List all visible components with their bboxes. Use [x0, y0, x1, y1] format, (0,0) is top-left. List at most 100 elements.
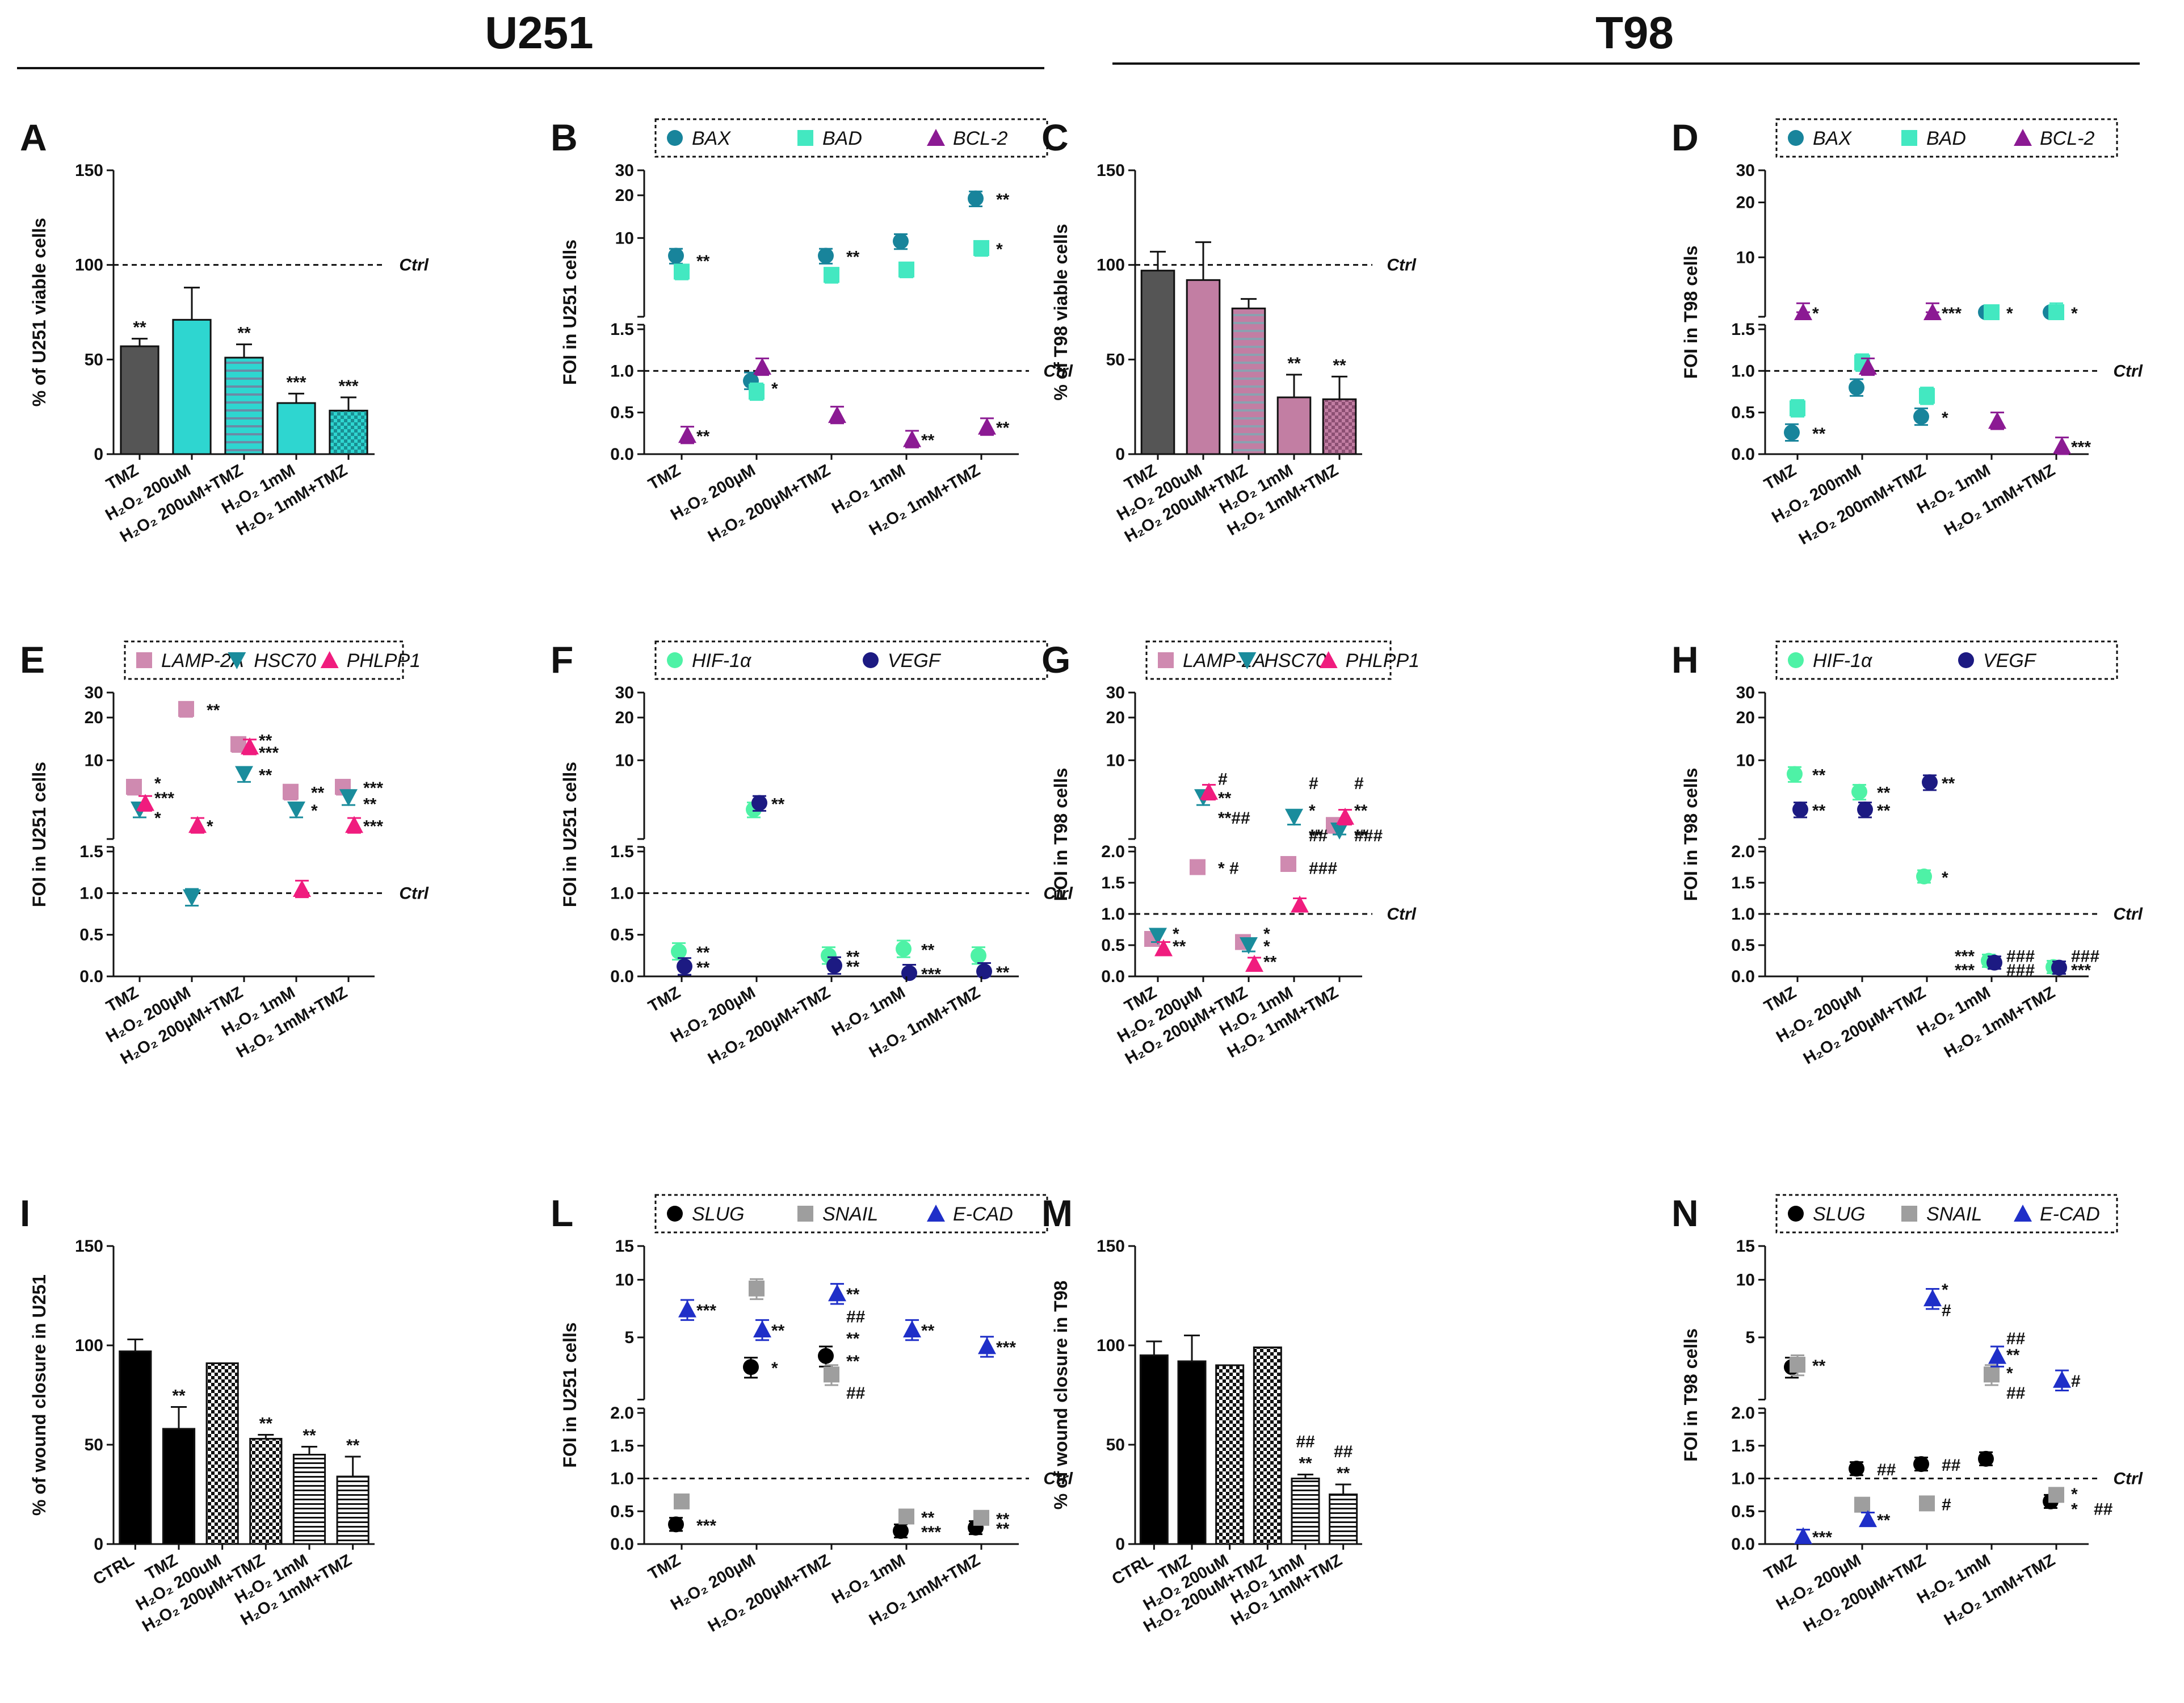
header-t98: T98: [1595, 7, 1674, 58]
x-tick-label: TMZ: [645, 983, 684, 1016]
data-point: [1851, 783, 1867, 800]
y-tick-label: 2.0: [1101, 842, 1125, 861]
significance-label: ###: [2071, 947, 2099, 966]
data-point: [1859, 358, 1877, 375]
significance-label: ***: [363, 817, 383, 836]
ctrl-label: Ctrl: [2113, 1470, 2143, 1488]
x-tick-label: H₂O₂ 200µM+TMZ: [705, 461, 834, 546]
significance-label: ***: [286, 373, 306, 392]
bar: [1177, 1360, 1207, 1545]
data-point: [818, 248, 834, 264]
data-point: [674, 1493, 690, 1509]
significance-label: ##: [846, 1384, 866, 1403]
data-point: [973, 240, 989, 256]
significance-label: **: [996, 1520, 1010, 1538]
y-axis-label: FOI in U251 cells: [29, 762, 49, 907]
significance-label: ***: [696, 1302, 716, 1320]
y-tick-label: 100: [1097, 1336, 1125, 1355]
bar: [119, 1350, 152, 1545]
data-point: [1788, 1206, 1804, 1222]
data-point: [927, 129, 945, 146]
legend-label: HSC70: [254, 650, 316, 672]
data-point: [749, 1280, 765, 1297]
legend-label: PHLPP1: [1346, 650, 1419, 672]
data-point: [1200, 782, 1218, 800]
bar: [329, 409, 368, 455]
data-point: [1986, 954, 2002, 971]
significance-label: **: [1263, 953, 1277, 972]
significance-label: **: [996, 419, 1010, 438]
data-point: [824, 267, 839, 283]
data-point: [1790, 400, 1805, 417]
y-tick-label: 2.0: [1731, 842, 1755, 861]
bar: [1329, 1494, 1358, 1545]
y-tick-label: 0.0: [1101, 967, 1125, 986]
panel-letter: N: [1671, 1192, 1699, 1234]
legend-label: HSC70: [1264, 650, 1326, 672]
ctrl-label: Ctrl: [1387, 256, 1416, 275]
x-tick-label: TMZ: [1761, 461, 1800, 494]
y-tick-label: 0.5: [610, 1502, 634, 1521]
x-tick-label: H₂O₂ 1mM+TMZ: [1941, 983, 2058, 1062]
y-tick-label: 5: [1745, 1328, 1755, 1347]
significance-label: *: [1942, 869, 1948, 887]
y-axis-label: FOI in T98 cells: [1681, 768, 1701, 901]
y-tick-label: 10: [615, 1270, 634, 1289]
significance-label: ##: [1877, 1461, 1896, 1479]
data-point: [1794, 1527, 1812, 1545]
bar: [224, 356, 264, 455]
data-point: [228, 652, 246, 669]
y-tick-label: 0.5: [79, 926, 103, 945]
panel-letter: G: [1041, 639, 1070, 681]
significance-label: *: [1942, 409, 1948, 427]
significance-label: **: [1942, 774, 1955, 793]
legend-label: SLUG: [692, 1203, 745, 1225]
y-tick-label: 1.0: [610, 362, 634, 380]
data-point: [1901, 130, 1917, 146]
data-point: [896, 941, 912, 957]
significance-label: **: [1877, 802, 1891, 820]
legend-box: [654, 118, 1048, 158]
data-point: [1849, 1461, 1864, 1477]
bar: [292, 1454, 326, 1545]
data-point: [1901, 1206, 1917, 1222]
significance-label: **: [237, 324, 251, 343]
data-point: [668, 1516, 684, 1533]
significance-label: ##: [2094, 1500, 2113, 1519]
significance-label: **: [1309, 827, 1322, 845]
legend-label: SNAIL: [1926, 1203, 1982, 1225]
data-point: [2053, 1370, 2071, 1388]
legend-box: [654, 640, 1048, 680]
legend-box: [1145, 640, 1392, 680]
panel-letter: L: [551, 1192, 573, 1234]
significance-label: **: [921, 1508, 935, 1527]
significance-label: *: [2071, 304, 2078, 323]
legend-label: E-CAD: [953, 1203, 1013, 1225]
data-point: [1859, 1510, 1877, 1528]
y-tick-label: 0.5: [1101, 936, 1125, 955]
significance-label: **: [363, 795, 377, 814]
data-point: [749, 384, 765, 400]
y-tick-label: 2.0: [610, 1404, 634, 1423]
data-point: [903, 1320, 921, 1337]
y-axis-label: FOI in T98 cells: [1681, 246, 1701, 379]
data-point: [1984, 304, 2000, 320]
legend-box: [654, 1194, 1048, 1234]
x-tick-label: H₂O₂ 200µM+TMZ: [1800, 983, 1929, 1068]
y-tick-label: 0: [94, 1535, 103, 1554]
significance-label: ##: [2006, 1329, 2026, 1348]
data-point: [1787, 766, 1803, 782]
y-tick-label: 0.0: [1731, 445, 1755, 464]
y-axis-label: % of U251 viable cells: [29, 218, 49, 407]
data-point: [1984, 1366, 2000, 1383]
y-tick-label: 30: [615, 161, 634, 180]
significance-label: **: [846, 958, 860, 976]
significance-label: *: [2006, 1364, 2013, 1383]
data-point: [1158, 652, 1174, 668]
significance-label: ***: [1812, 1528, 1832, 1547]
data-point: [893, 233, 909, 249]
data-point: [901, 965, 917, 981]
y-tick-label: 100: [75, 1336, 103, 1355]
y-axis-label: FOI in T98 cells: [1051, 768, 1071, 901]
data-point: [2014, 1205, 2032, 1222]
